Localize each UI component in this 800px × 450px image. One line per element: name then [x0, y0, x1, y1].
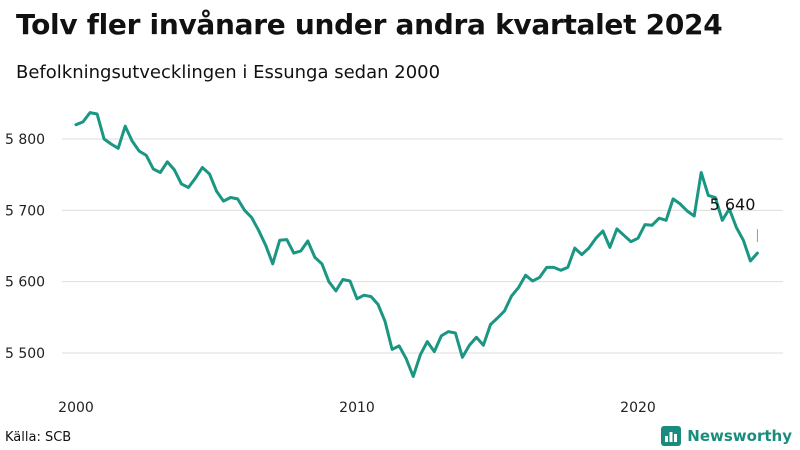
bar-chart-icon: [661, 426, 682, 446]
y-tick-label: 5 600: [5, 275, 45, 291]
x-tick-label: 2000: [58, 400, 94, 416]
brand-name: Newsworthy: [687, 427, 792, 445]
y-tick-label: 5 800: [5, 132, 45, 148]
x-tick-label: 2010: [339, 400, 375, 416]
chart-title: Tolv fler invånare under andra kvartalet…: [16, 8, 723, 41]
chart-subtitle: Befolkningsutvecklingen i Essunga sedan …: [16, 62, 441, 83]
y-tick-label: 5 500: [5, 346, 45, 362]
x-tick-label: 2020: [620, 400, 656, 416]
end-value-label: 5 640: [710, 195, 756, 214]
source-note: Källa: SCB: [5, 430, 72, 445]
population-line: [74, 111, 759, 378]
y-tick-label: 5 700: [5, 203, 45, 219]
brand-logo: Newsworthy: [661, 425, 792, 447]
